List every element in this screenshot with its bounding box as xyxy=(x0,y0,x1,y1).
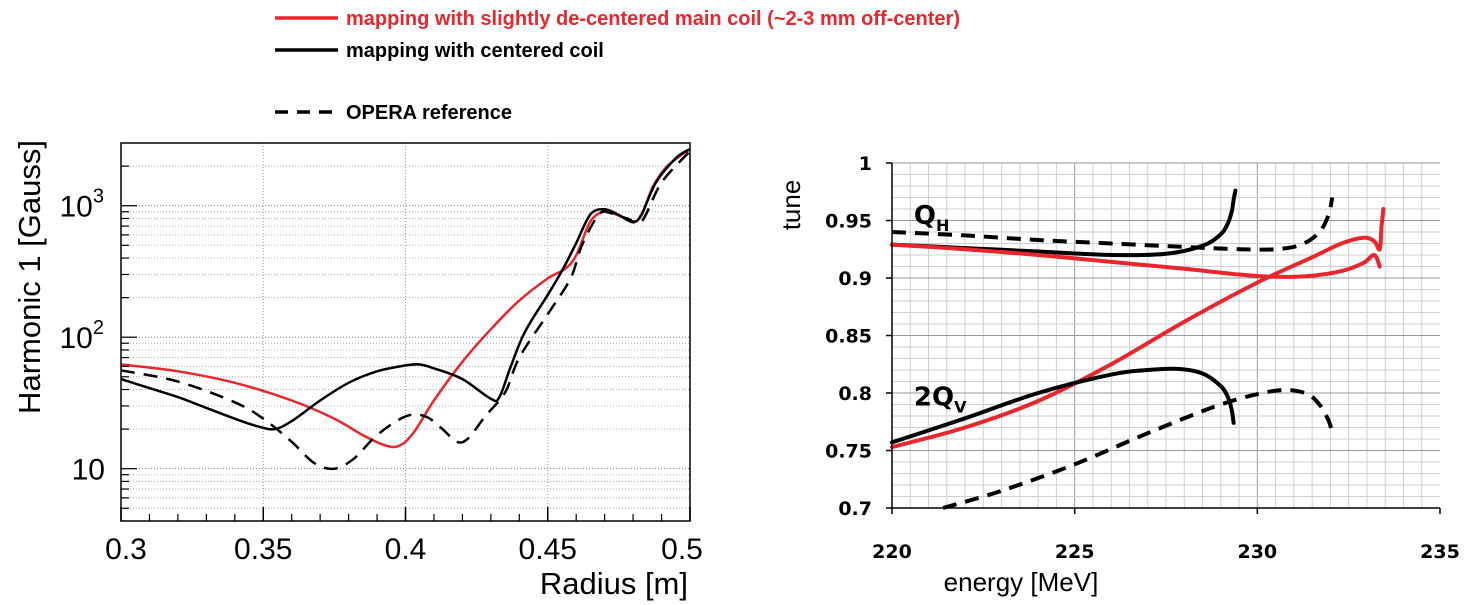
harmonic-y-tick-label: 103 xyxy=(60,186,105,224)
tune-series-line xyxy=(890,242,1382,279)
harmonic-x-tick-label: 0.35 xyxy=(234,533,292,566)
harmonic-ticks: 0.3 0.35 0.4 0.45 0.5 10 102 103 xyxy=(60,165,703,566)
tune-x-axis-label: energy [MeV] xyxy=(944,567,1099,597)
tune-series-line xyxy=(891,197,1335,252)
tune-x-tick-label: 220 xyxy=(872,541,912,563)
tune-y-tick-label: 0.7 xyxy=(838,498,872,520)
harmonic-grid xyxy=(121,143,690,521)
harmonic-x-tick-label: 0.3 xyxy=(105,533,147,566)
tune-series-line xyxy=(942,387,1335,510)
tune-y-tick-label: 0.8 xyxy=(838,383,872,405)
tune-y-tick-label: 0.9 xyxy=(838,268,872,290)
tune-x-tick-label: 235 xyxy=(1420,541,1460,563)
tune-y-tick-label: 0.95 xyxy=(825,211,872,233)
tune-x-tick-label: 225 xyxy=(1055,541,1095,563)
tune-chart: 0.7 0.75 0.8 0.85 0.9 0.95 1 220 225 230 235 QH 2QV… xyxy=(776,153,1460,597)
tune-annotations: QH 2QV xyxy=(914,201,967,417)
harmonic-x-tick-label: 0.45 xyxy=(519,533,577,566)
tune-annotation: QH xyxy=(914,201,950,235)
tune-y-tick-label: 1 xyxy=(859,153,872,175)
harmonic-chart: 0.3 0.35 0.4 0.45 0.5 10 102 103 Radius [m] Har… xyxy=(12,140,703,601)
tune-series xyxy=(890,188,1386,510)
tune-ticks: 0.7 0.75 0.8 0.85 0.9 0.95 1 220 225 230 235 xyxy=(825,153,1460,563)
harmonic-y-tick-label: 102 xyxy=(60,317,105,355)
tune-y-tick-label: 0.85 xyxy=(825,326,872,348)
harmonic-y-tick-label: 10 xyxy=(72,454,105,487)
legend-black-label: mapping with centered coil xyxy=(346,40,604,62)
tune-y-axis-label: tune xyxy=(776,180,806,231)
legend-dashed-label: OPERA reference xyxy=(346,102,512,124)
harmonic-x-axis-label: Radius [m] xyxy=(540,566,688,601)
harmonic-series xyxy=(120,147,691,471)
tune-x-tick-label: 230 xyxy=(1237,541,1277,563)
harmonic-x-tick-label: 0.5 xyxy=(661,533,703,566)
legend-red-label: mapping with slightly de-centered main c… xyxy=(346,8,960,30)
tune-y-tick-label: 0.75 xyxy=(825,441,872,463)
legend: mapping with slightly de-centered main c… xyxy=(275,8,960,124)
harmonic-x-tick-label: 0.4 xyxy=(385,533,427,566)
tune-grid xyxy=(892,162,1440,509)
harmonic-series-line xyxy=(120,147,691,431)
harmonic-series-line xyxy=(120,150,691,471)
tune-series-line xyxy=(890,207,1386,449)
harmonic-y-axis-label: Harmonic 1 [Gauss] xyxy=(12,140,47,414)
tune-annotation: 2QV xyxy=(914,382,967,416)
